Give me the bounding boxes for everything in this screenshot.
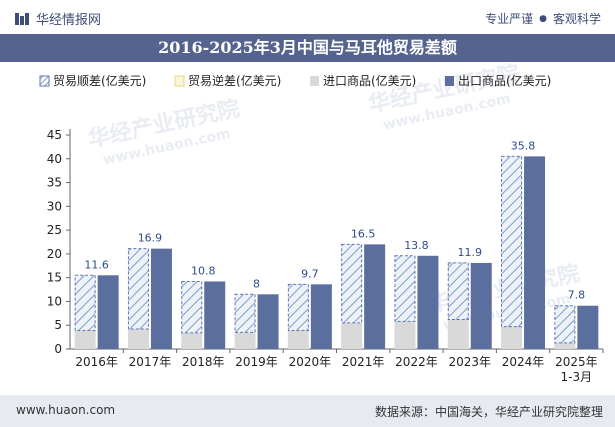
y-tick-label: 20	[47, 247, 62, 261]
legend: 贸易顺差(亿美元) 贸易逆差(亿美元) 进口商品(亿美元) 出口商品(亿美元)	[39, 73, 551, 88]
surplus-value-label: 8	[253, 277, 260, 290]
legend-swatch	[174, 75, 185, 87]
import-bar	[501, 326, 523, 349]
surplus-value-label: 13.8	[404, 239, 429, 252]
export-bar	[417, 255, 439, 349]
legend-swatch	[39, 75, 50, 87]
bar-chart: 华经产业研究院www.huaon.com华经产业研究院www.huaon.com…	[39, 62, 604, 384]
surplus-bar	[127, 248, 149, 330]
export-bar	[257, 294, 279, 349]
legend-label: 进口商品(亿美元)	[323, 73, 416, 88]
surplus-value-label: 9.7	[301, 267, 319, 280]
y-tick-label: 10	[47, 294, 62, 308]
brand[interactable]: 华经情报网	[14, 9, 101, 28]
slogan-right: 客观科学	[552, 12, 601, 26]
footer-source: 数据来源：中国海关，华经产业研究院整理	[374, 405, 603, 419]
bars: 11.6 16.9 10.8 8 9.7 16.5 13.8 11.9 35.8 7.8	[74, 139, 599, 349]
x-tick-label: 2024年	[502, 355, 545, 369]
x-tick-label: 2021年	[342, 355, 385, 369]
surplus-bar	[74, 274, 96, 331]
surplus-value-label: 11.6	[84, 258, 109, 271]
import-bar	[127, 329, 149, 349]
legend-swatch	[310, 76, 319, 86]
import-bar	[74, 330, 96, 349]
x-tick-label: 2018年	[182, 355, 225, 369]
import-bar	[341, 322, 363, 349]
slogan-left: 专业严谨	[485, 12, 534, 26]
export-bar	[364, 244, 386, 349]
surplus-value-label: 16.5	[351, 227, 376, 240]
brand-name: 华经情报网	[36, 13, 102, 28]
import-bar	[181, 332, 203, 349]
export-bar	[577, 305, 599, 349]
y-tick-label: 40	[47, 152, 62, 166]
surplus-value-label: 35.8	[511, 139, 536, 152]
import-bar	[554, 342, 576, 349]
surplus-value-label: 10.8	[191, 264, 216, 277]
import-bar	[234, 332, 256, 349]
footer-website[interactable]: www.huaon.com	[16, 403, 116, 417]
import-bar	[394, 321, 416, 349]
surplus-bar	[181, 280, 203, 334]
y-tick-label: 5	[54, 318, 62, 332]
axes: 0 5 10 15 20 25 30 35 40 45 2016年 2017年 2018年 2019年 20…	[47, 128, 604, 384]
surplus-value-label: 16.9	[138, 232, 163, 245]
import-bar	[287, 330, 309, 349]
x-tick-label: 2022年	[395, 355, 438, 369]
x-tick-label: 2019年	[235, 355, 278, 369]
x-tick-label: 1-3月	[561, 370, 593, 384]
surplus-bar	[394, 255, 416, 322]
export-bar	[97, 275, 119, 349]
x-tick-label: 2023年	[448, 355, 491, 369]
chart-title: 2016-2025年3月中国与马耳他贸易差额	[0, 34, 615, 62]
slogan-dot-icon: ●	[539, 13, 547, 24]
legend-label: 贸易顺差(亿美元)	[53, 73, 146, 88]
y-tick-label: 15	[47, 271, 62, 285]
export-bar	[204, 281, 226, 349]
x-tick-label: 2017年	[129, 355, 172, 369]
y-tick-label: 45	[47, 128, 62, 142]
export-bar	[470, 262, 492, 349]
surplus-bar	[234, 293, 256, 333]
surplus-bar	[341, 243, 363, 324]
x-tick-label: 2020年	[289, 355, 332, 369]
y-tick-label: 0	[54, 342, 62, 356]
footer: www.huaon.com 数据来源：中国海关，华经产业研究院整理	[0, 395, 615, 427]
surplus-bar	[287, 283, 309, 331]
import-bar	[447, 319, 469, 349]
x-tick-label: 2025年	[555, 355, 598, 369]
slogan: 专业严谨 ● 客观科学	[485, 10, 601, 27]
top-bar: 华经情报网 专业严谨 ● 客观科学	[0, 0, 615, 34]
export-bar	[524, 156, 546, 349]
export-bar	[150, 248, 172, 349]
surplus-value-label: 7.8	[568, 289, 586, 302]
surplus-bar	[554, 305, 576, 344]
legend-swatch	[445, 76, 454, 86]
y-tick-label: 35	[47, 176, 62, 190]
surplus-value-label: 11.9	[458, 246, 483, 259]
legend-label: 出口商品(亿美元)	[458, 73, 551, 88]
brand-logo-icon	[15, 12, 29, 25]
y-tick-label: 30	[47, 199, 62, 213]
legend-label: 贸易逆差(亿美元)	[188, 73, 281, 88]
x-tick-label: 2016年	[75, 355, 118, 369]
y-tick-label: 25	[47, 223, 62, 237]
export-bar	[310, 284, 332, 349]
surplus-bar	[501, 155, 523, 328]
surplus-bar	[447, 262, 469, 321]
